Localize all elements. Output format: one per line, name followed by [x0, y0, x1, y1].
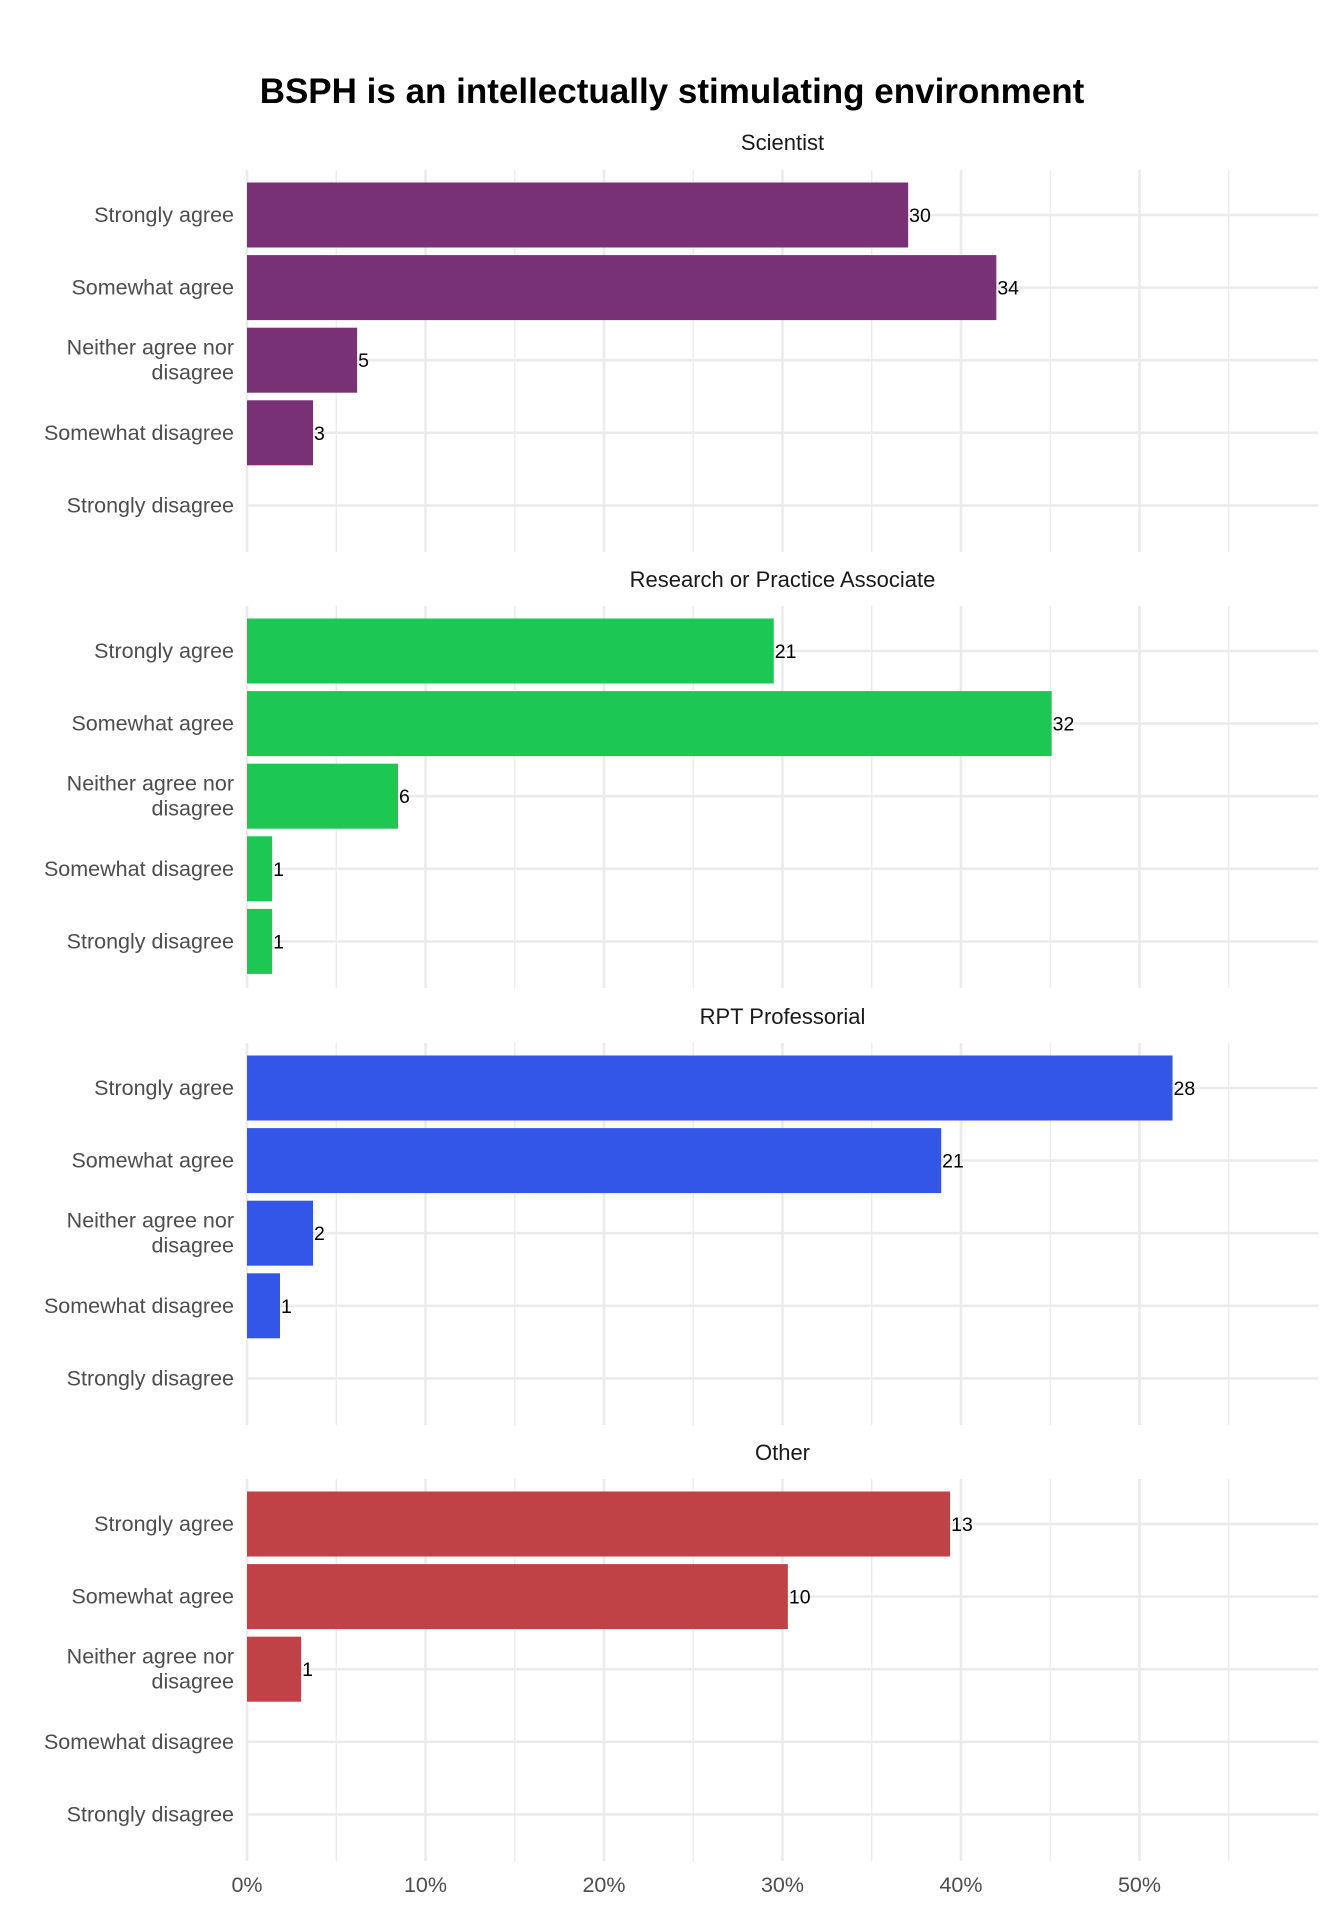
bar-somewhat-disagree	[247, 1273, 281, 1339]
bar-somewhat-agree	[247, 1128, 942, 1194]
panel-research-or-practice-associate: Research or Practice Associate Strongly a…	[44, 567, 1318, 988]
category-label: Somewhat disagree	[44, 1730, 234, 1754]
category-label: Strongly disagree	[67, 929, 234, 953]
category-label: Somewhat agree	[71, 1149, 234, 1173]
x-tick-label: 10%	[404, 1873, 447, 1897]
data-label: 21	[775, 641, 797, 663]
category-label: Somewhat disagree	[44, 1294, 234, 1318]
category-label: Strongly agree	[94, 203, 234, 227]
data-label: 28	[1174, 1078, 1196, 1100]
x-tick-label: 30%	[761, 1873, 804, 1897]
category-label: Somewhat agree	[71, 712, 234, 736]
data-label: 30	[909, 205, 931, 227]
category-label: Neither agree nor disagree	[67, 336, 234, 385]
data-label: 2	[314, 1223, 325, 1245]
category-label: Strongly agree	[94, 1512, 234, 1536]
bar-neither-agree-nor-disagree	[247, 327, 358, 393]
category-label: Neither agree nor disagree	[67, 1645, 234, 1694]
data-label: 34	[997, 278, 1019, 300]
bar-neither-agree-nor-disagree	[247, 1200, 314, 1266]
data-label: 5	[358, 350, 369, 372]
data-label: 21	[942, 1151, 964, 1173]
bar-strongly-agree	[247, 1055, 1173, 1121]
category-label: Strongly disagree	[67, 493, 234, 517]
category-label: Somewhat agree	[71, 276, 234, 300]
panels: Scientist Strongly agree Somewhat agree Nei…	[44, 130, 1318, 1861]
bar-strongly-agree	[247, 1491, 951, 1557]
panel-rpt-professorial: RPT Professorial Strongly agree Somewhat a…	[44, 1004, 1318, 1425]
data-label: 1	[302, 1659, 313, 1681]
category-label: Neither agree nor disagree	[67, 772, 234, 821]
x-tick-label: 40%	[939, 1873, 982, 1897]
data-label: 6	[399, 786, 410, 808]
data-label: 1	[273, 931, 284, 953]
bar-somewhat-disagree	[247, 836, 273, 902]
category-label: Strongly agree	[94, 639, 234, 663]
x-axis: 0% 10% 20% 30% 40% 50%	[231, 1873, 1161, 1897]
category-label: Somewhat agree	[71, 1585, 234, 1609]
bar-strongly-agree	[247, 182, 909, 248]
category-label: Somewhat disagree	[44, 857, 234, 881]
panel-scientist: Scientist Strongly agree Somewhat agree Nei…	[44, 130, 1318, 552]
bar-somewhat-disagree	[247, 400, 314, 466]
category-label: Strongly disagree	[67, 1802, 234, 1826]
bar-somewhat-agree	[247, 255, 997, 321]
category-label: Strongly agree	[94, 1076, 234, 1100]
category-label: Somewhat disagree	[44, 421, 234, 445]
panel-title: Scientist	[741, 130, 824, 155]
panel-title: Research or Practice Associate	[630, 567, 936, 592]
chart-title: BSPH is an intellectually stimulating en…	[260, 72, 1085, 111]
data-label: 1	[281, 1296, 292, 1318]
bar-somewhat-agree	[247, 1564, 788, 1630]
data-label: 3	[314, 423, 325, 445]
category-label: Strongly disagree	[67, 1366, 234, 1390]
panel-title: Other	[755, 1440, 810, 1465]
x-tick-label: 0%	[231, 1873, 262, 1897]
x-tick-label: 20%	[582, 1873, 625, 1897]
data-label: 32	[1053, 714, 1075, 736]
data-label: 10	[789, 1587, 811, 1609]
bar-neither-agree-nor-disagree	[247, 763, 399, 829]
category-label: Neither agree nor disagree	[67, 1209, 234, 1258]
data-label: 1	[273, 859, 284, 881]
x-tick-label: 50%	[1118, 1873, 1161, 1897]
bar-strongly-disagree	[247, 908, 273, 974]
data-label: 13	[951, 1514, 973, 1536]
bar-strongly-agree	[247, 618, 774, 684]
panel-other: Other Strongly agree Somewhat agree Neither…	[44, 1440, 1318, 1861]
bar-neither-agree-nor-disagree	[247, 1636, 302, 1702]
panel-title: RPT Professorial	[700, 1004, 866, 1029]
bar-somewhat-agree	[247, 691, 1052, 757]
